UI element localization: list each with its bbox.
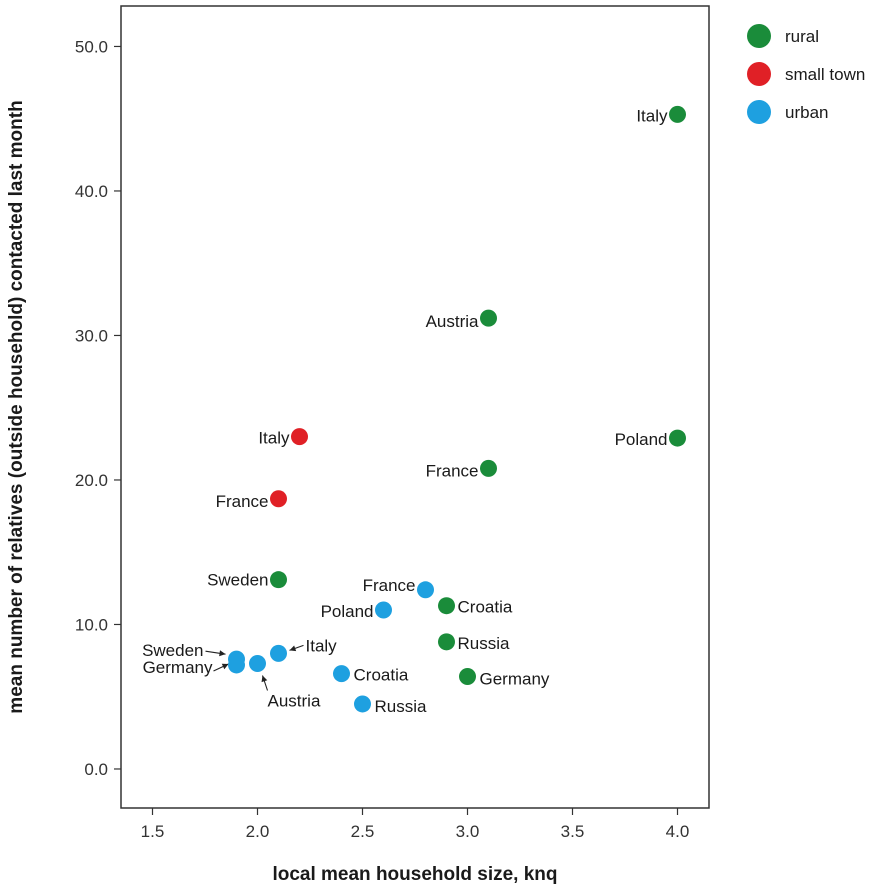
x-tick-label: 1.5 xyxy=(141,822,165,841)
leader-arrowhead xyxy=(219,650,226,657)
data-point xyxy=(354,695,371,713)
point-label: Austria xyxy=(426,312,479,331)
point-label: Russia xyxy=(458,634,511,653)
point-label: Italy xyxy=(258,429,290,448)
leader-arrowhead xyxy=(221,663,229,670)
y-tick-label: 0.0 xyxy=(84,760,108,779)
plot-frame xyxy=(120,5,710,809)
x-tick-label: 4.0 xyxy=(666,822,690,841)
point-label: Sweden xyxy=(207,571,268,590)
data-point xyxy=(249,654,266,672)
legend-swatch xyxy=(747,62,771,86)
y-tick-label: 10.0 xyxy=(75,615,108,634)
data-point xyxy=(438,597,455,615)
point-label: Austria xyxy=(268,691,321,710)
data-point xyxy=(375,601,392,619)
data-point xyxy=(438,633,455,651)
point-label: Sweden xyxy=(142,641,203,660)
y-tick-label: 40.0 xyxy=(75,182,108,201)
legend-label: urban xyxy=(785,103,828,122)
data-points: Italy Austria Poland France Sweden Croatia Rus… xyxy=(142,105,686,716)
data-point xyxy=(291,428,308,446)
data-point xyxy=(333,665,350,683)
legend-swatch xyxy=(747,100,771,124)
point-label: France xyxy=(216,492,269,511)
x-axis-title: local mean household size, knq xyxy=(272,864,557,885)
point-label: Poland xyxy=(321,602,374,621)
data-point xyxy=(669,105,686,123)
point-label: France xyxy=(363,576,416,595)
y-tick-label: 20.0 xyxy=(75,471,108,490)
x-axis: 1.5 2.0 2.5 3.0 3.5 4.0 xyxy=(141,808,690,841)
point-label: France xyxy=(426,461,479,480)
point-label: Croatia xyxy=(354,666,409,685)
point-label: Croatia xyxy=(458,598,513,617)
data-point xyxy=(480,459,497,477)
point-label: Poland xyxy=(615,430,668,449)
point-label: Italy xyxy=(306,636,338,655)
x-tick-label: 3.5 xyxy=(561,822,585,841)
leader-arrowhead xyxy=(289,645,297,652)
legend-label: rural xyxy=(785,27,819,46)
data-point xyxy=(480,309,497,327)
x-tick-label: 2.0 xyxy=(246,822,270,841)
y-tick-label: 50.0 xyxy=(75,37,108,56)
leader-arrowhead xyxy=(261,675,268,683)
point-label: Germany xyxy=(480,670,550,689)
x-tick-label: 2.5 xyxy=(351,822,375,841)
y-tick-label: 30.0 xyxy=(75,326,108,345)
data-point xyxy=(270,644,287,662)
y-axis: 0.0 10.0 20.0 30.0 40.0 50.0 xyxy=(75,37,121,779)
y-axis-title: mean number of relatives (outside househ… xyxy=(6,100,27,713)
data-point xyxy=(417,581,434,599)
data-point xyxy=(270,571,287,589)
point-label: Germany xyxy=(143,658,213,677)
label-leader-arrows xyxy=(205,644,304,691)
legend-label: small town xyxy=(785,65,865,84)
x-tick-label: 3.0 xyxy=(456,822,480,841)
legend-swatch xyxy=(747,24,771,48)
data-point xyxy=(669,429,686,447)
point-label: Italy xyxy=(636,106,668,125)
legend: rural small town urban xyxy=(747,24,865,124)
data-point xyxy=(228,656,245,674)
data-point xyxy=(270,490,287,508)
point-label: Russia xyxy=(375,697,428,716)
data-point xyxy=(459,668,476,686)
